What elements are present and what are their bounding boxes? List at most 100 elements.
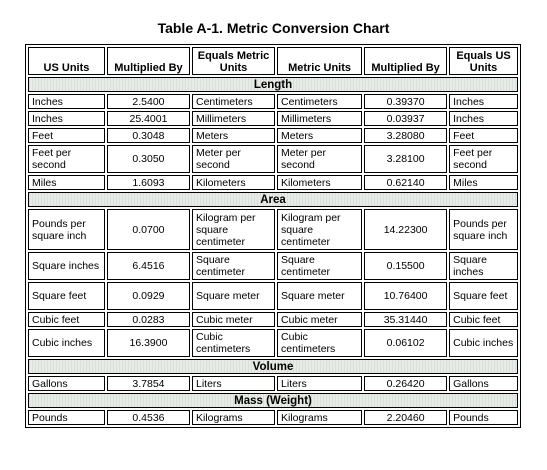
metric-unit-2-cell: Cubic centimeters: [277, 329, 363, 357]
multiplier-2-cell: 3.28080: [364, 128, 448, 143]
metric-unit-cell: Liters: [191, 376, 276, 391]
us-unit-cell: Pounds: [28, 410, 105, 425]
us-unit-2-cell: Pounds: [449, 410, 518, 425]
us-unit-cell: Square inches: [28, 252, 105, 280]
table-row: Square inches 6.4516 Square centimeter Squa…: [28, 252, 518, 280]
header-us-units: US Units: [28, 47, 105, 75]
multiplier-2-cell: 0.62140: [364, 175, 448, 190]
conversion-table: US Units Multiplied By Equals Metric Uni…: [25, 44, 521, 428]
table-row: Miles 1.6093 Kilometers Kilometers 0.62140 Mi…: [28, 175, 518, 190]
us-unit-cell: Miles: [28, 175, 105, 190]
us-unit-2-cell: Pounds per square inch: [449, 209, 518, 250]
metric-unit-cell: Meter per second: [191, 145, 276, 173]
table-row: Inches 25.4001 Millimeters Millimeters 0.039…: [28, 111, 518, 126]
header-multiplied-by-2: Multiplied By: [364, 47, 448, 75]
us-unit-2-cell: Cubic inches: [449, 329, 518, 357]
metric-unit-2-cell: Square meter: [277, 282, 363, 310]
multiplier-cell: 6.4516: [106, 252, 190, 280]
us-unit-2-cell: Cubic feet: [449, 312, 518, 327]
table-row: Inches 2.5400 Centimeters Centimeters 0.3937…: [28, 94, 518, 109]
multiplier-cell: 0.3050: [106, 145, 190, 173]
us-unit-2-cell: Gallons: [449, 376, 518, 391]
us-unit-cell: Square feet: [28, 282, 105, 310]
multiplier-cell: 1.6093: [106, 175, 190, 190]
multiplier-2-cell: 0.03937: [364, 111, 448, 126]
multiplier-cell: 16.3900: [106, 329, 190, 357]
us-unit-2-cell: Inches: [449, 111, 518, 126]
us-unit-2-cell: Feet per second: [449, 145, 518, 173]
us-unit-cell: Inches: [28, 94, 105, 109]
metric-unit-cell: Kilometers: [191, 175, 276, 190]
table-title: Table A-1. Metric Conversion Chart: [157, 20, 390, 36]
multiplier-cell: 0.3048: [106, 128, 190, 143]
multiplier-2-cell: 0.26420: [364, 376, 448, 391]
multiplier-cell: 0.0700: [106, 209, 190, 250]
us-unit-cell: Feet per second: [28, 145, 105, 173]
section-title: Length: [28, 77, 518, 92]
metric-unit-2-cell: Kilogram per square centimeter: [277, 209, 363, 250]
metric-unit-cell: Cubic meter: [191, 312, 276, 327]
multiplier-cell: 0.0283: [106, 312, 190, 327]
table-row: Cubic feet 0.0283 Cubic meter Cubic meter 35…: [28, 312, 518, 327]
metric-unit-2-cell: Centimeters: [277, 94, 363, 109]
us-unit-2-cell: Inches: [449, 94, 518, 109]
multiplier-2-cell: 10.76400: [364, 282, 448, 310]
metric-unit-cell: Square meter: [191, 282, 276, 310]
table-row: Square feet 0.0929 Square meter Square mete…: [28, 282, 518, 310]
multiplier-2-cell: 3.28100: [364, 145, 448, 173]
metric-unit-2-cell: Meters: [277, 128, 363, 143]
multiplier-cell: 2.5400: [106, 94, 190, 109]
us-unit-cell: Gallons: [28, 376, 105, 391]
us-unit-cell: Pounds per square inch: [28, 209, 105, 250]
metric-unit-cell: Square centimeter: [191, 252, 276, 280]
metric-unit-cell: Kilograms: [191, 410, 276, 425]
metric-unit-2-cell: Kilometers: [277, 175, 363, 190]
table-row: Pounds per square inch 0.0700 Kilogram per…: [28, 209, 518, 250]
us-unit-2-cell: Miles: [449, 175, 518, 190]
header-metric-units: Metric Units: [277, 47, 363, 75]
metric-unit-2-cell: Square centimeter: [277, 252, 363, 280]
multiplier-2-cell: 0.39370: [364, 94, 448, 109]
table-row: Cubic inches 16.3900 Cubic centimeters Cubi…: [28, 329, 518, 357]
us-unit-cell: Feet: [28, 128, 105, 143]
us-unit-cell: Cubic feet: [28, 312, 105, 327]
metric-unit-cell: Centimeters: [191, 94, 276, 109]
us-unit-cell: Inches: [28, 111, 105, 126]
multiplier-2-cell: 0.06102: [364, 329, 448, 357]
metric-unit-cell: Cubic centimeters: [191, 329, 276, 357]
header-multiplied-by: Multiplied By: [106, 47, 190, 75]
section-title: Mass (Weight): [28, 393, 518, 408]
multiplier-2-cell: 35.31440: [364, 312, 448, 327]
metric-unit-cell: Kilogram per square centimeter: [191, 209, 276, 250]
header-equals-us-units: Equals US Units: [449, 47, 518, 75]
section-title: Area: [28, 192, 518, 207]
metric-unit-2-cell: Meter per second: [277, 145, 363, 173]
table-row: Gallons 3.7854 Liters Liters 0.26420 Gallons: [28, 376, 518, 391]
multiplier-cell: 3.7854: [106, 376, 190, 391]
table-row: Pounds 0.4536 Kilograms Kilograms 2.20460 Pou…: [28, 410, 518, 425]
section-header-row: Area: [28, 192, 518, 207]
section-title: Volume: [28, 359, 518, 374]
us-unit-2-cell: Feet: [449, 128, 518, 143]
multiplier-cell: 0.4536: [106, 410, 190, 425]
table-row: Feet 0.3048 Meters Meters 3.28080 Feet: [28, 128, 518, 143]
us-unit-2-cell: Square feet: [449, 282, 518, 310]
table-row: Feet per second 0.3050 Meter per second Met…: [28, 145, 518, 173]
us-unit-2-cell: Square inches: [449, 252, 518, 280]
multiplier-2-cell: 2.20460: [364, 410, 448, 425]
metric-unit-cell: Millimeters: [191, 111, 276, 126]
metric-unit-2-cell: Cubic meter: [277, 312, 363, 327]
section-header-row: Volume: [28, 359, 518, 374]
multiplier-cell: 0.0929: [106, 282, 190, 310]
header-row: US Units Multiplied By Equals Metric Uni…: [28, 47, 518, 75]
header-equals-metric-units: Equals Metric Units: [191, 47, 276, 75]
metric-unit-2-cell: Kilograms: [277, 410, 363, 425]
multiplier-2-cell: 14.22300: [364, 209, 448, 250]
metric-unit-2-cell: Liters: [277, 376, 363, 391]
multiplier-cell: 25.4001: [106, 111, 190, 126]
metric-unit-cell: Meters: [191, 128, 276, 143]
multiplier-2-cell: 0.15500: [364, 252, 448, 280]
us-unit-cell: Cubic inches: [28, 329, 105, 357]
metric-unit-2-cell: Millimeters: [277, 111, 363, 126]
section-header-row: Length: [28, 77, 518, 92]
